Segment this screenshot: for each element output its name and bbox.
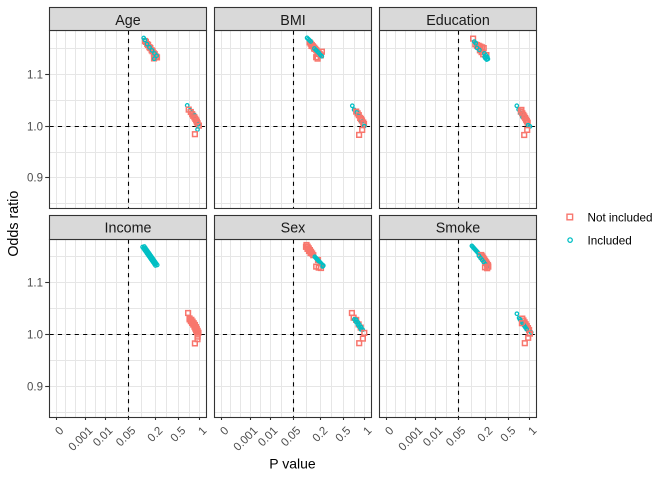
svg-text:1.0: 1.0 — [27, 330, 43, 342]
svg-text:1.0: 1.0 — [27, 122, 43, 134]
svg-text:P value: P value — [269, 456, 316, 472]
svg-text:Smoke: Smoke — [436, 220, 481, 236]
svg-text:0.9: 0.9 — [27, 382, 43, 394]
svg-text:Odds ratio: Odds ratio — [6, 191, 22, 257]
svg-text:1.1: 1.1 — [27, 278, 43, 290]
svg-text:Education: Education — [426, 13, 490, 29]
svg-text:0.9: 0.9 — [27, 173, 43, 185]
svg-text:Included: Included — [588, 234, 632, 247]
svg-text:BMI: BMI — [280, 13, 305, 29]
svg-text:Not included: Not included — [588, 211, 653, 224]
svg-text:Income: Income — [105, 220, 152, 236]
svg-text:Sex: Sex — [281, 220, 306, 236]
svg-text:1.1: 1.1 — [27, 70, 43, 82]
svg-text:Age: Age — [115, 13, 140, 29]
